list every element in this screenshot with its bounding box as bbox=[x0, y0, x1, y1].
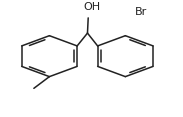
Text: Br: Br bbox=[135, 7, 147, 17]
Text: OH: OH bbox=[83, 2, 100, 12]
